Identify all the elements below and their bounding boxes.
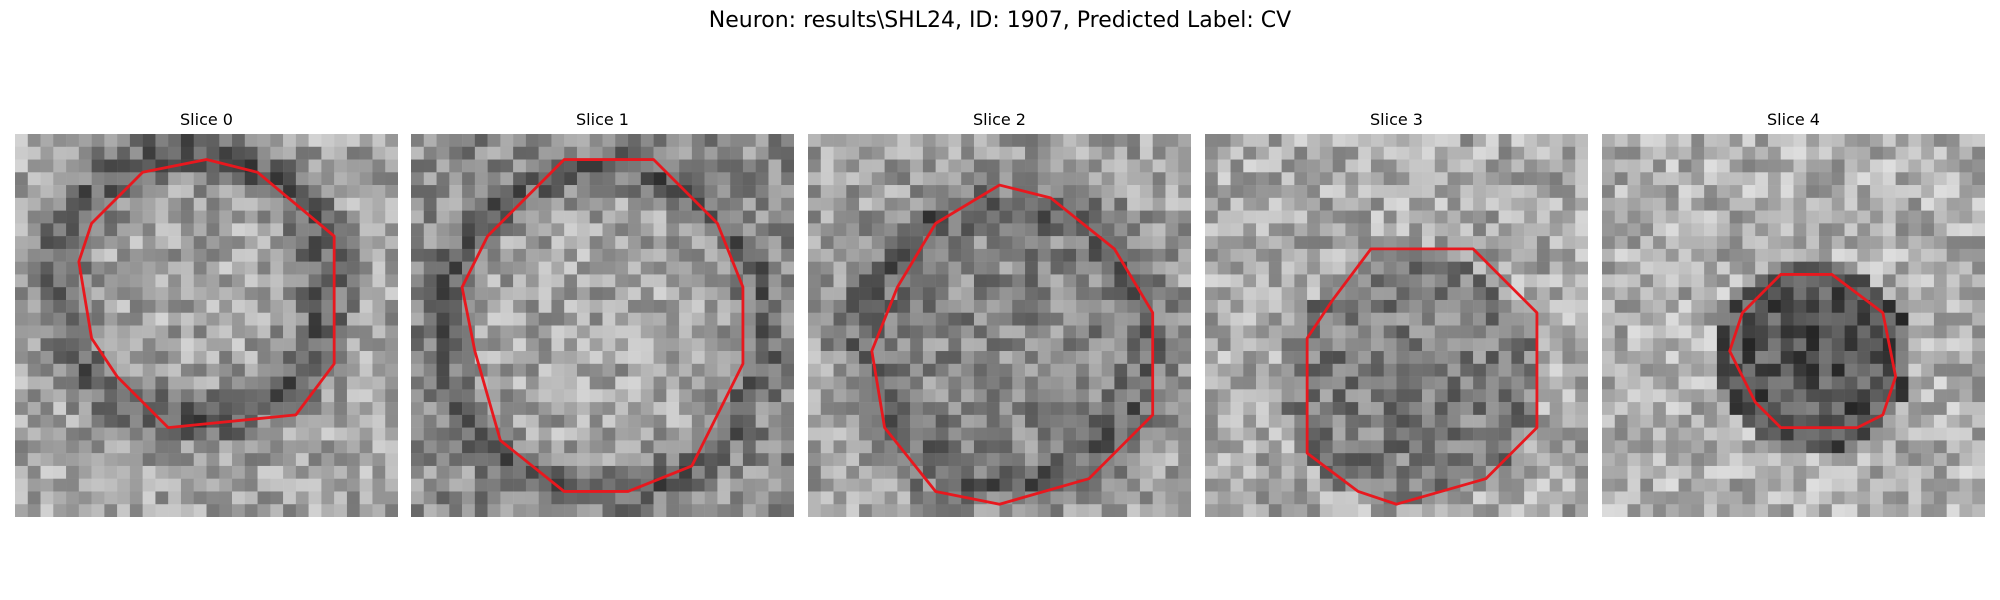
segmentation-contour xyxy=(870,183,1155,506)
slice-image-1 xyxy=(411,134,794,517)
slice-image-3 xyxy=(1205,134,1588,517)
segmentation-contour xyxy=(77,158,336,430)
slice-image-0 xyxy=(15,134,398,517)
slice-title: Slice 2 xyxy=(973,110,1026,129)
slice-image-4 xyxy=(1602,134,1985,517)
slice-panel-4: Slice 4 xyxy=(1602,110,1985,517)
slice-panel-3: Slice 3 xyxy=(1205,110,1588,517)
slice-panel-1: Slice 1 xyxy=(411,110,794,517)
slice-title: Slice 4 xyxy=(1767,110,1820,129)
slice-panel-2: Slice 2 xyxy=(808,110,1191,517)
segmentation-contour xyxy=(1305,247,1539,506)
segmentation-contour xyxy=(460,158,745,493)
slice-title: Slice 3 xyxy=(1370,110,1423,129)
figure-title: Neuron: results\SHL24, ID: 1907, Predict… xyxy=(708,8,1292,33)
slice-image-2 xyxy=(808,134,1191,517)
slice-title: Slice 0 xyxy=(180,110,233,129)
slice-title: Slice 1 xyxy=(576,110,629,129)
slice-panel-0: Slice 0 xyxy=(15,110,398,517)
segmentation-contour xyxy=(1728,273,1898,430)
